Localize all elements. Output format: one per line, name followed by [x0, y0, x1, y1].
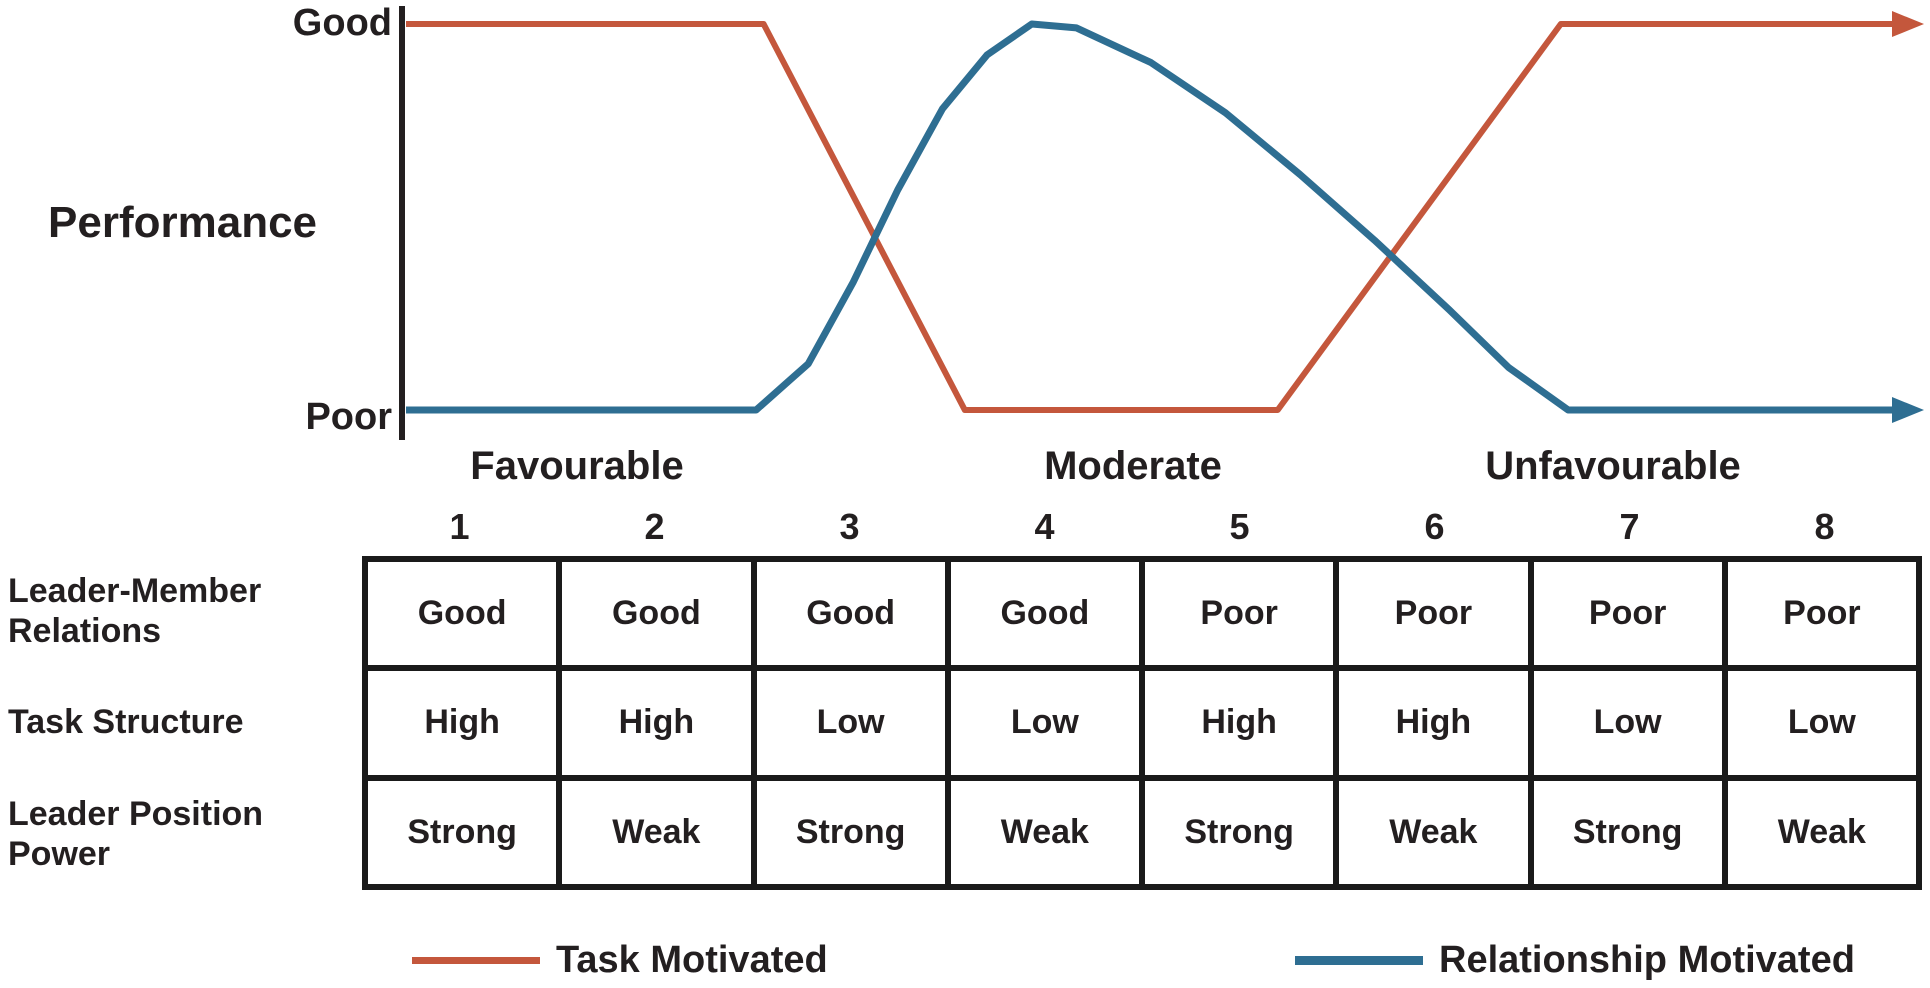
column-number-2: 2: [644, 506, 665, 547]
table-cell-r1-c2: Good: [562, 562, 751, 666]
contingency-table: Good Good Good Good Poor Poor Poor Poor High High…: [362, 556, 1922, 890]
performance-chart-canvas: [399, 6, 1924, 440]
arrowhead-icon-task-motivated: [1892, 11, 1924, 37]
column-number-1: 1: [449, 506, 470, 547]
table-cell-r3-c7: Strong: [1533, 780, 1722, 884]
table-column-numbers: 1 2 3 4 5 6 7 8: [362, 504, 1922, 550]
table-cell-r2-c1: High: [368, 671, 557, 775]
legend-swatch-relationship-motivated: [1295, 955, 1423, 965]
column-number-6: 6: [1424, 506, 1445, 547]
table-cell-r1-c4: Good: [950, 562, 1139, 666]
column-number-5: 5: [1229, 506, 1250, 547]
y-axis-title: Performance: [48, 198, 318, 247]
table-cell-r3-c6: Weak: [1339, 780, 1528, 884]
x-axis-label-moderate: Moderate: [1044, 444, 1222, 488]
table-cell-r1-c3: Good: [756, 562, 945, 666]
column-number-7: 7: [1619, 506, 1640, 547]
legend-label-task-motivated: Task Motivated: [556, 938, 828, 981]
table-cell-r2-c2: High: [562, 671, 751, 775]
column-number-8: 8: [1814, 506, 1835, 547]
table-cell-r2-c5: High: [1145, 671, 1334, 775]
table-cell-r2-c3: Low: [756, 671, 945, 775]
legend-item-relationship-motivated: Relationship Motivated: [1295, 936, 1855, 984]
row-label-leader-position-power: Leader Position Power: [8, 795, 264, 873]
table-cell-r1-c7: Poor: [1533, 562, 1722, 666]
table-cell-r2-c8: Low: [1727, 671, 1916, 775]
row-label-task-structure: Task Structure: [8, 702, 244, 741]
legend-label-relationship-motivated: Relationship Motivated: [1439, 938, 1855, 981]
legend-swatch-task-motivated: [412, 956, 540, 964]
series-line-relationship-motivated: [406, 20, 1896, 414]
table-cell-r3-c8: Weak: [1727, 780, 1916, 884]
table-cell-r1-c6: Poor: [1339, 562, 1528, 666]
y-axis-label-good: Good: [292, 2, 392, 44]
legend-item-task-motivated: Task Motivated: [412, 936, 828, 984]
x-axis-label-favourable: Favourable: [470, 444, 684, 488]
y-axis-label-poor: Poor: [305, 396, 392, 438]
column-number-4: 4: [1034, 506, 1055, 547]
table-cell-r3-c1: Strong: [368, 780, 557, 884]
table-cell-r2-c6: High: [1339, 671, 1528, 775]
row-label-leader-member-relations: Leader-Member Relations: [8, 572, 262, 650]
table-cell-r2-c7: Low: [1533, 671, 1722, 775]
table-cell-r3-c5: Strong: [1145, 780, 1334, 884]
table-cell-r3-c3: Strong: [756, 780, 945, 884]
column-number-3: 3: [839, 506, 860, 547]
table-cell-r1-c8: Poor: [1727, 562, 1916, 666]
series-line-task-motivated: [406, 21, 1896, 413]
table-cell-r1-c5: Poor: [1145, 562, 1334, 666]
table-cell-r2-c4: Low: [950, 671, 1139, 775]
table-cell-r3-c4: Weak: [950, 780, 1139, 884]
arrowhead-icon-relationship-motivated: [1892, 397, 1924, 423]
x-axis-label-unfavourable: Unfavourable: [1485, 444, 1741, 488]
table-cell-r3-c2: Weak: [562, 780, 751, 884]
table-cell-r1-c1: Good: [368, 562, 557, 666]
